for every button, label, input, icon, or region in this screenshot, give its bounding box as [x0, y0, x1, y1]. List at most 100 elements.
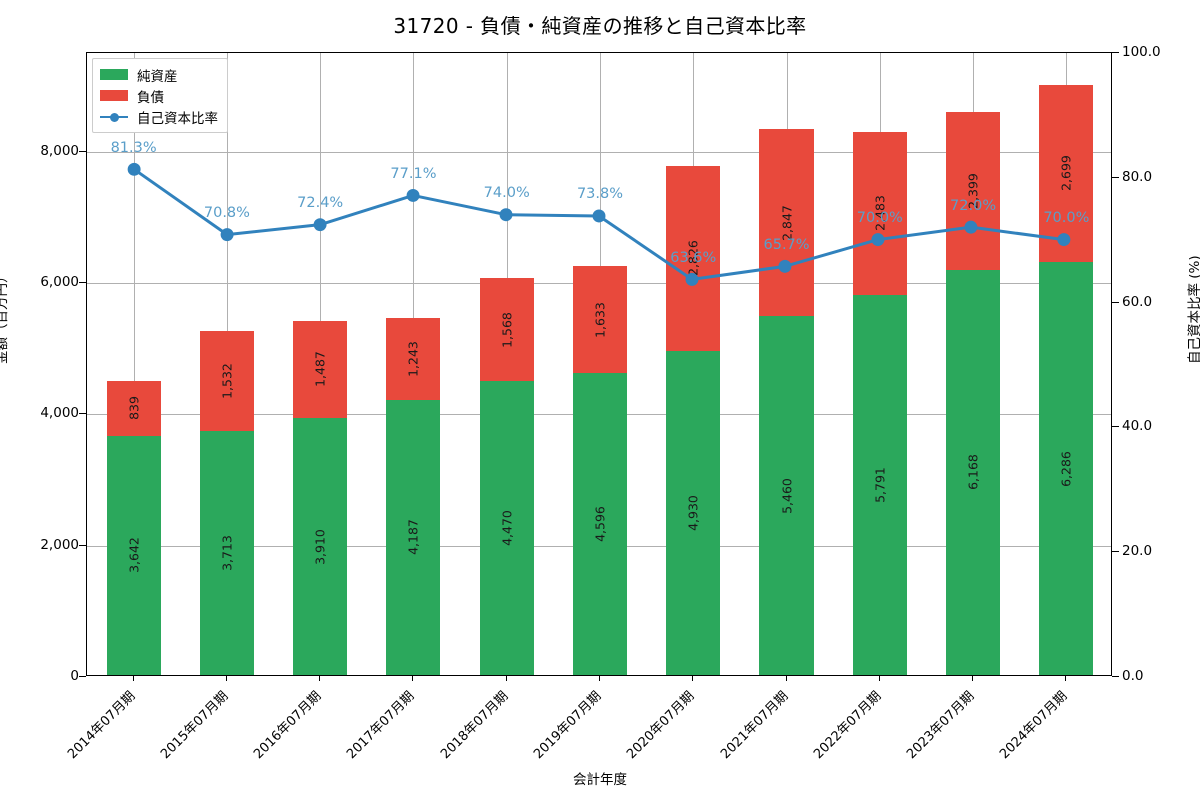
- y-axis-right-tick-label: 40.0: [1122, 418, 1153, 435]
- x-axis-tick-label: 2021年07月期: [717, 688, 791, 763]
- y-axis-right-tick-label: 100.0: [1122, 44, 1161, 60]
- bar-group[interactable]: 4,596 1,633: [572, 53, 628, 675]
- bar-value-label: 1,243: [405, 341, 421, 378]
- bar-segment-equity[interactable]: 4,596: [572, 373, 628, 675]
- legend-item-label: 自己資本比率: [137, 110, 218, 127]
- legend-item[interactable]: 自己資本比率: [100, 106, 218, 127]
- gridline-vertical: [133, 53, 135, 675]
- bar-segment-equity[interactable]: 4,470: [479, 381, 534, 675]
- x-axis-tick-mark: [1065, 676, 1067, 681]
- bar-group[interactable]: 6,168 2,399: [946, 53, 1001, 675]
- bar-group[interactable]: 4,187 1,243: [386, 53, 441, 675]
- x-axis-tick-label: 2015年07月期: [158, 688, 232, 763]
- bar-value-label: 3,713: [219, 535, 235, 571]
- x-axis-tick-mark: [225, 676, 227, 681]
- legend-item[interactable]: 負債: [100, 85, 218, 106]
- y-axis-right-tick-mark: [1112, 426, 1119, 428]
- bar-segment-liability[interactable]: 1,243: [386, 318, 441, 400]
- y-axis-left-tick-mark: [79, 281, 86, 283]
- legend-line-swatch: [100, 110, 128, 124]
- bar-segment-equity[interactable]: 4,930: [666, 351, 721, 675]
- y-axis-right-tick-label: 80.0: [1122, 168, 1153, 185]
- bar-segment-equity[interactable]: 6,168: [946, 269, 1001, 675]
- bar-group[interactable]: 3,642 839: [106, 53, 161, 675]
- bar-value-label: 5,791: [872, 466, 888, 503]
- x-axis-tick-label: 2023年07月期: [904, 688, 978, 763]
- bar-value-label: 6,168: [965, 454, 981, 491]
- x-axis-tick-mark: [132, 676, 134, 681]
- x-axis-tick-mark: [972, 676, 974, 681]
- ratio-value-label: 74.0%: [483, 185, 530, 202]
- legend-line-marker: [110, 112, 119, 122]
- bar-segment-liability[interactable]: 2,399: [946, 112, 1001, 270]
- x-axis-tick-label: 2019年07月期: [531, 688, 605, 763]
- x-axis-tick-label: 2016年07月期: [251, 688, 325, 763]
- y-axis-right-tick-label: 0.0: [1122, 668, 1144, 684]
- x-axis-tick-mark: [599, 676, 600, 681]
- y-axis-left-tick-mark: [79, 413, 86, 415]
- bar-group[interactable]: 3,910 1,487: [293, 53, 348, 675]
- y-axis-right-title: 自己資本比率 (%): [1187, 255, 1200, 364]
- bar-value-label: 1,568: [499, 312, 515, 348]
- gridline-horizontal: [87, 151, 1111, 153]
- bar-segment-equity[interactable]: 3,910: [293, 418, 348, 675]
- x-axis-tick-label: 2014年07月期: [64, 688, 139, 763]
- y-axis-left-tick-mark: [79, 544, 86, 546]
- bar-segment-equity[interactable]: 5,460: [759, 316, 814, 675]
- plot-area: 3,642 839 3,713 1,532 3,910 1,487 4,187 1,243 4,…: [86, 52, 1112, 676]
- x-axis-title: 会計年度: [573, 772, 627, 788]
- bar-group[interactable]: 4,470 1,568: [479, 53, 534, 675]
- legend: 純資産負債自己資本比率: [92, 58, 228, 133]
- bar-segment-liability[interactable]: 2,699: [1039, 84, 1094, 263]
- bar-segment-liability[interactable]: 1,568: [479, 278, 534, 382]
- y-axis-right-tick-mark: [1112, 676, 1119, 677]
- x-axis-tick-label: 2024年07月期: [997, 688, 1071, 763]
- bar-segment-liability[interactable]: 1,532: [199, 330, 254, 432]
- bar-value-label: 839: [126, 396, 142, 421]
- ratio-value-label: 70.0%: [856, 210, 903, 227]
- bar-segment-liability[interactable]: 2,847: [759, 129, 814, 317]
- bar-value-label: 4,187: [405, 519, 421, 556]
- bar-value-label: 1,633: [592, 301, 608, 338]
- bar-value-label: 3,910: [312, 528, 328, 565]
- bar-group[interactable]: 5,460 2,847: [759, 53, 814, 675]
- bar-segment-liability[interactable]: 839: [106, 380, 161, 436]
- bar-value-label: 1,487: [312, 351, 328, 388]
- x-axis-tick-label: 2017年07月期: [344, 688, 418, 763]
- bar-segment-equity[interactable]: 3,642: [106, 435, 161, 675]
- legend-item[interactable]: 純資産: [100, 64, 218, 85]
- bar-value-label: 4,596: [592, 506, 608, 542]
- y-axis-right-tick-label: 60.0: [1122, 293, 1153, 310]
- y-axis-left-tick-label: 8,000: [40, 142, 79, 159]
- ratio-value-label: 70.8%: [203, 205, 250, 222]
- bar-value-label: 4,470: [499, 510, 515, 547]
- x-axis-tick-mark: [692, 676, 694, 681]
- bar-value-label: 4,930: [685, 495, 701, 531]
- bar-group[interactable]: 4,930 2,826: [666, 53, 721, 675]
- bar-segment-equity[interactable]: 4,187: [386, 399, 441, 675]
- bar-segment-liability[interactable]: 1,633: [572, 265, 628, 374]
- ratio-value-label: 63.6%: [670, 250, 717, 267]
- bar-group[interactable]: 3,713 1,532: [199, 53, 254, 675]
- y-axis-left-tick-label: 6,000: [40, 273, 79, 290]
- bar-segment-equity[interactable]: 5,791: [852, 294, 907, 675]
- ratio-value-label: 72.0%: [950, 197, 997, 214]
- bar-segment-equity[interactable]: 6,286: [1039, 262, 1094, 675]
- bar-value-label: 3,642: [126, 537, 142, 574]
- x-axis-tick-label: 2020年07月期: [624, 688, 698, 763]
- bar-value-label: 1,532: [219, 362, 235, 399]
- y-axis-right-tick-mark: [1112, 52, 1119, 53]
- legend-item-label: 純資産: [137, 68, 178, 85]
- x-axis-tick-label: 2018年07月期: [437, 688, 512, 763]
- y-axis-left-tick-label: 2,000: [40, 536, 79, 553]
- bar-segment-equity[interactable]: 3,713: [199, 431, 254, 675]
- y-axis-left-tick-label: 0: [70, 668, 79, 684]
- bar-group[interactable]: 6,286 2,699: [1039, 53, 1094, 675]
- y-axis-right-tick-mark: [1112, 301, 1119, 303]
- ratio-value-label: 65.7%: [763, 237, 810, 254]
- legend-item-label: 負債: [137, 89, 164, 106]
- bar-segment-liability[interactable]: 1,487: [293, 320, 348, 419]
- bar-group[interactable]: 5,791 2,483: [852, 53, 907, 675]
- page-title: 31720 - 負債・純資産の推移と自己資本比率: [393, 14, 807, 38]
- y-axis-right-tick-mark: [1112, 176, 1119, 178]
